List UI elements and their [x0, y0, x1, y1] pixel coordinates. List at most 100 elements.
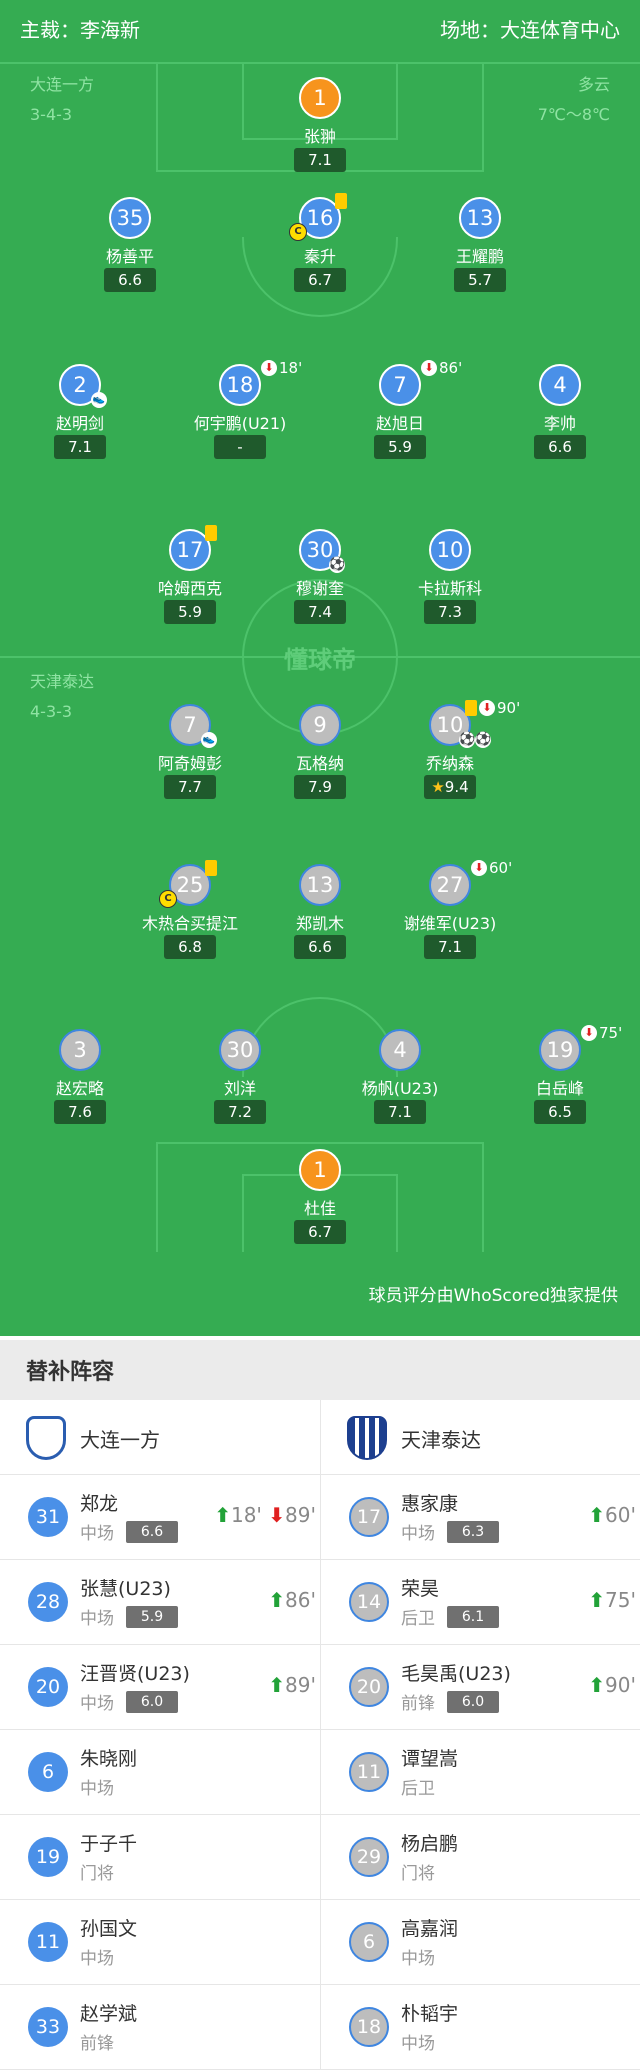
sub-rating: 6.3	[447, 1521, 499, 1543]
player-name: 乔纳森	[425, 754, 474, 773]
sub-out-icon: ⬇	[581, 1025, 597, 1041]
player-name: 张翀	[303, 127, 336, 146]
sub-player-row[interactable]: 20 毛昊禹(U23) 前锋 6.0 ⬆90'	[321, 1645, 640, 1730]
away-subs: 天津泰达 17 惠家康 中场 6.3 ⬆60' 14 荣昊 后卫 6.1 ⬆75' 20 毛昊禹(…	[320, 1400, 640, 2070]
sub-player-row[interactable]: 18 朴韬宇 中场	[321, 1985, 640, 2070]
sub-number: 33	[28, 2007, 68, 2047]
sub-out-icon: ⬇	[261, 360, 277, 376]
lineup-panel: 主裁：李海新 场地：大连体育中心 懂球帝 大连一方 3-4-3 多云 7℃～8℃ 天…	[0, 0, 640, 1336]
home-player[interactable]: 13 王耀鹏 5.7	[395, 197, 565, 292]
player-name: 杨善平	[105, 247, 154, 266]
sub-rating: 5.9	[126, 1606, 178, 1628]
player-name: 杨帆(U23)	[361, 1079, 439, 1098]
away-player[interactable]: 3 赵宏略 7.6	[0, 1029, 165, 1124]
sub-player-row[interactable]: 11 孙国文 中场	[0, 1900, 320, 1985]
away-player[interactable]: 30 刘洋 7.2	[155, 1029, 325, 1124]
player-number: 1	[299, 1149, 341, 1191]
sub-rating: 6.6	[126, 1521, 178, 1543]
assist-boot-icon: 👟	[201, 732, 217, 748]
home-player[interactable]: 4 李帅 6.6	[475, 364, 640, 459]
sub-out-marker: ⬇ 60'	[471, 860, 512, 876]
away-player[interactable]: 10 ⬇ 90' ⚽⚽ 乔纳森 ★9.4	[365, 700, 535, 799]
away-player[interactable]: 27 ⬇ 60' 谢维军(U23) 7.1	[365, 860, 535, 959]
home-player[interactable]: 17 哈姆西克 5.9	[105, 525, 275, 624]
sub-player-row[interactable]: 28 张慧(U23) 中场 5.9 ⬆86'	[0, 1560, 320, 1645]
home-player[interactable]: 1 张翀 7.1	[235, 77, 405, 172]
home-player[interactable]: 16 C 秦升 6.7	[235, 193, 405, 292]
away-team-name: 天津泰达	[30, 672, 95, 691]
sub-player-row[interactable]: 19 于子千 门将	[0, 1815, 320, 1900]
player-number: 10 ⬇ 90' ⚽⚽	[429, 700, 520, 748]
sub-player-row[interactable]: 31 郑龙 中场 6.6 ⬆18' ⬇89'	[0, 1475, 320, 1560]
away-player[interactable]: 4 杨帆(U23) 7.1	[315, 1029, 485, 1124]
sub-position: 前锋	[401, 1694, 435, 1714]
player-name: 瓦格纳	[295, 754, 344, 773]
sub-position: 后卫	[401, 1609, 435, 1629]
rating-credit: 球员评分由WhoScored独家提供	[368, 1286, 618, 1306]
sub-name: 杨启鹏	[401, 1833, 459, 1855]
player-number: 2 👟	[59, 364, 107, 408]
sub-in-icon: ⬆	[268, 1588, 286, 1612]
away-player[interactable]: 7 👟 阿奇姆彭 7.7	[105, 704, 275, 799]
sub-player-row[interactable]: 17 惠家康 中场 6.3 ⬆60'	[321, 1475, 640, 1560]
away-team-row[interactable]: 天津泰达	[321, 1400, 640, 1475]
watermark: 懂球帝	[284, 646, 356, 674]
sub-player-row[interactable]: 11 谭望嵩 后卫	[321, 1730, 640, 1815]
sub-player-row[interactable]: 33 赵学斌 前锋	[0, 1985, 320, 2070]
home-player[interactable]: 7 ⬇ 86' 赵旭日 5.9	[315, 360, 485, 459]
player-name: 何宇鹏(U21)	[193, 414, 287, 433]
player-rating: -	[214, 435, 266, 459]
player-number: 35	[109, 197, 151, 239]
sub-name: 于子千	[80, 1833, 138, 1855]
away-team-label: 天津泰达	[401, 1428, 481, 1452]
player-number: 19 ⬇ 75'	[539, 1025, 622, 1071]
sub-player-row[interactable]: 29 杨启鹏 门将	[321, 1815, 640, 1900]
home-team-row[interactable]: 大连一方	[0, 1400, 320, 1475]
sub-player-row[interactable]: 6 高嘉润 中场	[321, 1900, 640, 1985]
home-player[interactable]: 2 👟 赵明剑 7.1	[0, 364, 165, 459]
player-number: 27 ⬇ 60'	[429, 860, 512, 906]
player-name: 白岳峰	[535, 1079, 584, 1098]
sub-rating: 6.1	[447, 1606, 499, 1628]
home-player[interactable]: 30 ⚽ 穆谢奎 7.4	[235, 529, 405, 624]
sub-events: ⬆75'	[588, 1588, 636, 1612]
player-name: 王耀鹏	[455, 247, 504, 266]
sub-player-row[interactable]: 20 汪晋贤(U23) 中场 6.0 ⬆89'	[0, 1645, 320, 1730]
sub-events: ⬆89'	[268, 1673, 316, 1697]
away-player[interactable]: 1 杜佳 6.7	[235, 1149, 405, 1244]
player-name: 赵旭日	[375, 414, 424, 433]
player-name: 穆谢奎	[295, 579, 344, 598]
sub-position: 中场	[80, 1949, 114, 1969]
sub-name: 惠家康	[401, 1493, 459, 1515]
player-rating: 7.1	[294, 148, 346, 172]
home-player[interactable]: 35 杨善平 6.6	[45, 197, 215, 292]
player-number: 4	[539, 364, 581, 406]
home-formation: 3-4-3	[30, 105, 73, 124]
sub-player-row[interactable]: 14 荣昊 后卫 6.1 ⬆75'	[321, 1560, 640, 1645]
sub-player-row[interactable]: 6 朱晓刚 中场	[0, 1730, 320, 1815]
sub-name: 朱晓刚	[80, 1748, 138, 1770]
away-player[interactable]: 9 瓦格纳 7.9	[235, 704, 405, 799]
sub-out-icon: ⬇	[268, 1503, 286, 1527]
away-player[interactable]: 25 C 木热合买提江 6.8	[105, 860, 275, 959]
player-rating: 6.6	[534, 435, 586, 459]
sub-name: 赵学斌	[80, 2003, 138, 2025]
player-name: 秦升	[303, 247, 336, 266]
sub-number: 18	[349, 2007, 389, 2047]
sub-out-icon: ⬇	[479, 700, 495, 716]
home-team-logo	[26, 1416, 66, 1460]
sub-name: 朴韬宇	[401, 2003, 459, 2025]
home-player[interactable]: 18 ⬇ 18' 何宇鹏(U21) -	[155, 360, 325, 459]
player-name: 杜佳	[303, 1199, 336, 1218]
player-rating: 7.1	[374, 1100, 426, 1124]
player-number: 30	[219, 1029, 261, 1071]
player-rating: 7.1	[424, 935, 476, 959]
home-player[interactable]: 10 卡拉斯科 7.3	[365, 529, 535, 624]
home-team-name: 大连一方	[30, 75, 95, 94]
away-player[interactable]: 13 郑凯木 6.6	[235, 864, 405, 959]
player-name: 郑凯木	[295, 914, 344, 933]
sub-name: 汪晋贤(U23)	[80, 1663, 190, 1685]
away-player[interactable]: 19 ⬇ 75' 白岳峰 6.5	[475, 1025, 640, 1124]
player-number: 30 ⚽	[299, 529, 345, 573]
player-name: 卡拉斯科	[417, 579, 482, 598]
